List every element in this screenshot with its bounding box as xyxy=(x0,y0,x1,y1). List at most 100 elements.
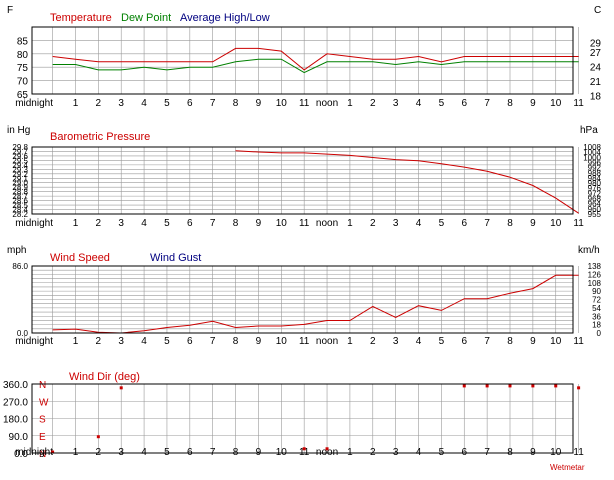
y-tick-label: 90.0 xyxy=(9,432,29,443)
compass-label: N xyxy=(39,449,46,460)
x-tick-label: 8 xyxy=(233,218,239,229)
x-tick-label: 1 xyxy=(347,336,353,347)
pressure-right-unit: hPa xyxy=(580,125,598,136)
legend-wind-speed: Wind Speed xyxy=(50,252,110,264)
x-tick-label: 2 xyxy=(96,98,102,109)
y-tick-label: 28.6 xyxy=(12,197,28,206)
y-tick-label: 85 xyxy=(17,36,29,47)
y-tick-label: 28.7 xyxy=(12,192,28,201)
x-tick-label: 3 xyxy=(393,98,399,109)
wind-left-unit: mph xyxy=(7,245,26,256)
y-tick-label: 86.0 xyxy=(12,262,28,271)
right-tick-label: 960 xyxy=(588,205,602,214)
x-tick-label: 8 xyxy=(507,218,513,229)
pressure-frame xyxy=(31,146,574,215)
x-tick-label: 6 xyxy=(187,336,193,347)
wind-right-unit: km/h xyxy=(578,245,600,256)
y-tick-label: 0.0 xyxy=(14,449,28,460)
x-tick-label: 9 xyxy=(530,336,536,347)
x-tick-label: 7 xyxy=(484,218,490,229)
y-tick-label: 0.0 xyxy=(17,329,29,338)
wind-speed-panel: mph km/h Wind Speed Wind Gust 0.086.0 01… xyxy=(7,245,602,347)
wind-dir-point xyxy=(96,435,100,439)
x-tick-label: 1 xyxy=(73,218,79,229)
x-tick-label: noon xyxy=(316,218,338,229)
wind-dir-point xyxy=(554,384,558,388)
compass-label: W xyxy=(39,397,49,408)
y-tick-label: 29.8 xyxy=(12,143,28,152)
dew-point-line xyxy=(52,58,579,74)
y-tick-label: 29.1 xyxy=(12,174,28,183)
y-tick-label: 28.2 xyxy=(12,210,28,219)
x-tick-label: 4 xyxy=(416,336,422,347)
x-tick-label: 7 xyxy=(484,336,490,347)
x-tick-label: 3 xyxy=(118,98,124,109)
x-tick-label: 7 xyxy=(484,98,490,109)
right-tick-label: 0 xyxy=(597,329,602,338)
y-tick-label: 75 xyxy=(17,63,29,74)
x-tick-label: 1 xyxy=(73,98,79,109)
y-tick-label: 65 xyxy=(17,90,29,101)
x-tick-label: noon xyxy=(316,336,338,347)
barometric-pressure-line xyxy=(235,150,579,214)
wind-dir-point xyxy=(531,384,535,388)
x-tick-label: 11 xyxy=(573,336,584,347)
y-tick-label: 28.5 xyxy=(12,201,28,210)
right-tick-label: 976 xyxy=(588,184,602,193)
temp-left-ticks: 65 70 75 80 85 xyxy=(17,36,29,101)
x-tick-label: 5 xyxy=(439,98,445,109)
x-tick-label: 1 xyxy=(347,98,353,109)
wind-x-labels: midnight 1 2 3 4 5 6 7 8 9 10 11 noon 1 2 3 4 5 6 7 8 9 10 11 xyxy=(15,336,584,347)
right-tick-label: 988 xyxy=(588,169,602,178)
temperature-line xyxy=(52,47,579,71)
right-tick-label: 18 xyxy=(592,321,601,330)
right-tick-label: 108 xyxy=(588,279,602,288)
x-tick-label: 8 xyxy=(507,336,513,347)
x-tick-label: 1 xyxy=(73,336,79,347)
x-tick-label: 9 xyxy=(530,218,536,229)
right-tick-label: 1004 xyxy=(583,148,601,157)
temp-series xyxy=(52,47,579,74)
y-tick-label: 80 xyxy=(17,50,29,61)
right-tick-label: 1008 xyxy=(583,143,601,152)
x-tick-label: 5 xyxy=(439,336,445,347)
y-tick-label: 28.4 xyxy=(12,206,28,215)
right-tick-label: 964 xyxy=(588,200,602,209)
legend-average-high-low: Average High/Low xyxy=(180,12,270,24)
x-tick-label: 4 xyxy=(141,218,147,229)
right-tick-label: 955 xyxy=(588,210,602,219)
wind-dir-left-ticks: 0.0 90.0 180.0 270.0 360.0 xyxy=(3,380,28,460)
x-tick-label: 9 xyxy=(530,98,536,109)
x-tick-label: 6 xyxy=(461,218,467,229)
x-tick-label: 4 xyxy=(416,98,422,109)
y-tick-label: 29.7 xyxy=(12,147,28,156)
wind-dir-point xyxy=(462,384,466,388)
right-tick-label: 24 xyxy=(590,63,602,74)
right-tick-label: 18 xyxy=(590,92,602,103)
right-tick-label: 992 xyxy=(588,164,602,173)
x-tick-label: 11 xyxy=(573,218,584,229)
right-tick-label: 126 xyxy=(588,270,602,279)
wind-dir-point xyxy=(508,384,512,388)
legend-wind-dir: Wind Dir (deg) xyxy=(69,371,140,383)
x-tick-label: 2 xyxy=(370,98,376,109)
x-tick-label: 10 xyxy=(550,98,562,109)
x-tick-label: noon xyxy=(316,98,338,109)
wind-dir-grid xyxy=(32,384,579,453)
x-tick-label: 8 xyxy=(233,98,239,109)
right-tick-label: 968 xyxy=(588,195,602,204)
x-tick-label: 11 xyxy=(573,98,584,109)
pressure-series xyxy=(235,150,579,214)
x-tick-label: midnight xyxy=(15,336,53,347)
right-tick-label: 138 xyxy=(588,262,602,271)
compass-label: E xyxy=(39,432,46,443)
right-tick-label: 996 xyxy=(588,158,602,167)
temp-left-unit: F xyxy=(7,5,13,16)
wind-dir-point xyxy=(119,386,123,390)
wind-dir-frame xyxy=(31,383,574,454)
right-tick-label: 1000 xyxy=(583,153,601,162)
wind-dir-point xyxy=(302,447,306,451)
